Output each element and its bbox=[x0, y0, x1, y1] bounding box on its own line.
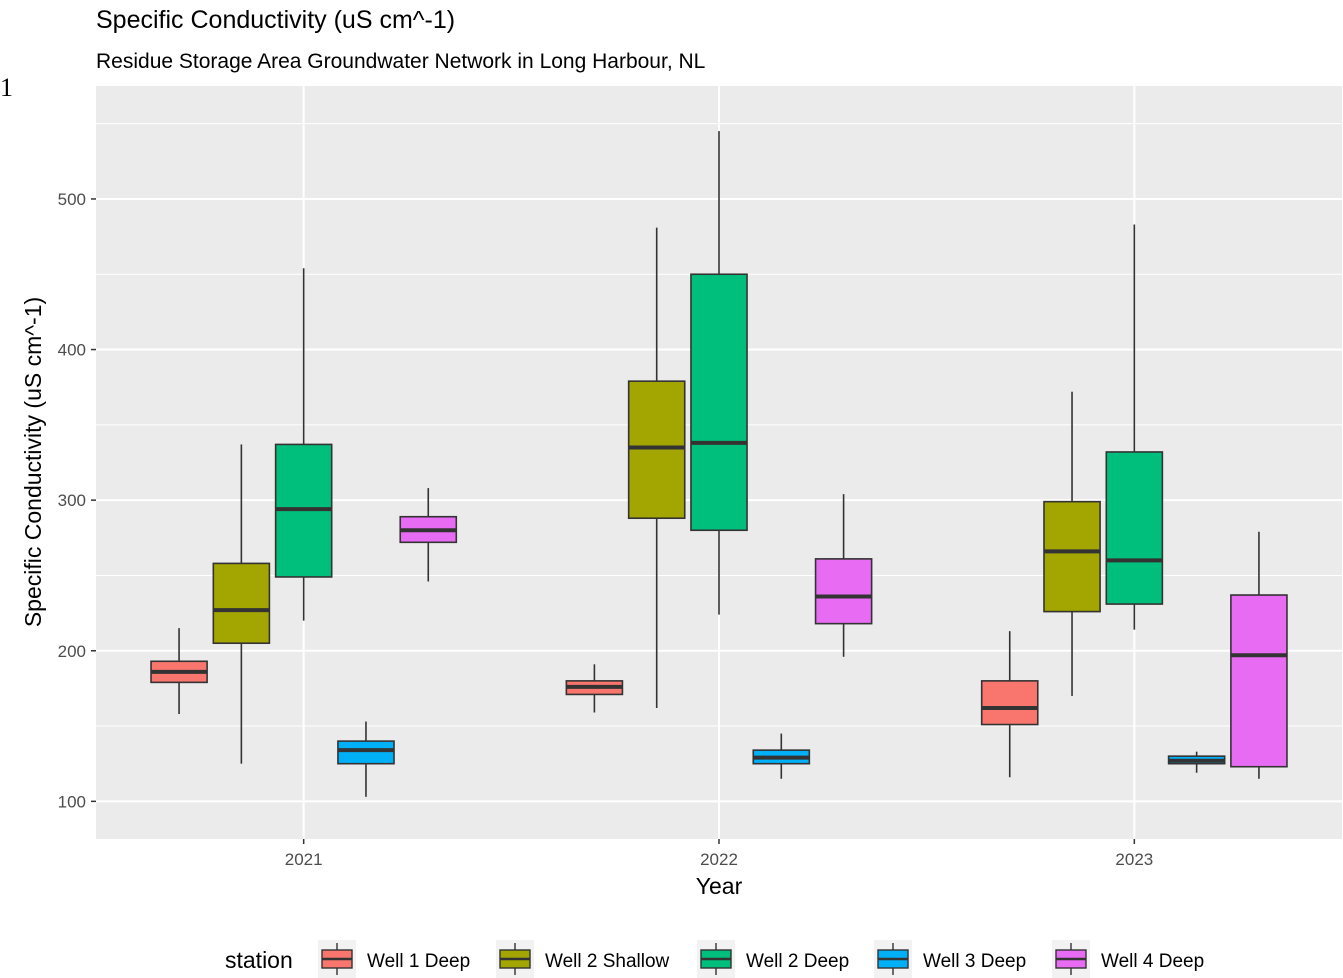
box-well-1-deep-2023 bbox=[980, 631, 1039, 778]
legend-item-well-1-deep: Well 1 Deep bbox=[318, 940, 470, 978]
box-iqr bbox=[690, 273, 748, 532]
axis-layer: 100 200 300 400 500 2021 2022 2023 bbox=[58, 190, 1154, 869]
x-tick-label: 2023 bbox=[1115, 850, 1153, 869]
box-well-2-deep-2022 bbox=[690, 131, 748, 615]
box-well-4-deep-2022 bbox=[814, 494, 873, 657]
legend-item-well-2-shallow: Well 2 Shallow bbox=[496, 940, 670, 978]
y-tick-label: 100 bbox=[58, 792, 86, 811]
box-well-2-shallow-2022 bbox=[627, 227, 686, 708]
box-well-3-deep-2022 bbox=[752, 733, 811, 779]
box-well-3-deep-2023 bbox=[1167, 751, 1226, 773]
legend-item-well-4-deep: Well 4 Deep bbox=[1052, 940, 1204, 978]
box-iqr bbox=[980, 680, 1039, 726]
box-well-3-deep-2021 bbox=[337, 721, 395, 797]
box-iqr bbox=[814, 558, 873, 625]
y-tick-label: 200 bbox=[58, 642, 86, 661]
legend-label: Well 3 Deep bbox=[923, 951, 1026, 972]
legend: station Well 1 Deep Well 2 Shallow Well 2 … bbox=[225, 940, 1204, 978]
box-iqr bbox=[627, 380, 686, 520]
box-well-2-deep-2021 bbox=[274, 268, 333, 621]
x-tick-label: 2022 bbox=[700, 850, 738, 869]
legend-label: Well 2 Shallow bbox=[545, 951, 670, 972]
box-iqr bbox=[1230, 594, 1288, 768]
box-well-1-deep-2022 bbox=[565, 664, 624, 713]
box-iqr bbox=[1105, 451, 1164, 605]
x-axis-title: Year bbox=[696, 873, 743, 899]
y-tick-label: 300 bbox=[58, 491, 86, 510]
box-well-4-deep-2023 bbox=[1230, 531, 1288, 779]
box-layer bbox=[150, 131, 1288, 797]
box-iqr bbox=[1043, 500, 1101, 613]
box-well-4-deep-2021 bbox=[399, 488, 458, 582]
box-well-1-deep-2021 bbox=[150, 628, 208, 715]
legend-title: station bbox=[225, 947, 293, 973]
y-axis-title: Specific Conductivity (uS cm^-1) bbox=[20, 297, 46, 627]
legend-item-well-3-deep: Well 3 Deep bbox=[874, 940, 1026, 978]
box-iqr bbox=[337, 740, 395, 765]
box-well-2-deep-2023 bbox=[1105, 224, 1164, 630]
y-tick-label: 500 bbox=[58, 190, 86, 209]
legend-label: Well 4 Deep bbox=[1101, 951, 1204, 972]
box-iqr bbox=[212, 562, 271, 645]
stray-mark: 1 bbox=[0, 73, 13, 102]
legend-label: Well 2 Deep bbox=[746, 951, 849, 972]
y-tick-label: 400 bbox=[58, 341, 86, 360]
chart-subtitle: Residue Storage Area Groundwater Network… bbox=[96, 50, 705, 73]
legend-label: Well 1 Deep bbox=[367, 951, 470, 972]
legend-item-well-2-deep: Well 2 Deep bbox=[697, 940, 849, 978]
chart-title: Specific Conductivity (uS cm^-1) bbox=[96, 6, 455, 34]
box-well-2-shallow-2023 bbox=[1043, 391, 1101, 696]
x-tick-label: 2021 bbox=[285, 850, 323, 869]
box-well-2-shallow-2021 bbox=[212, 444, 271, 764]
